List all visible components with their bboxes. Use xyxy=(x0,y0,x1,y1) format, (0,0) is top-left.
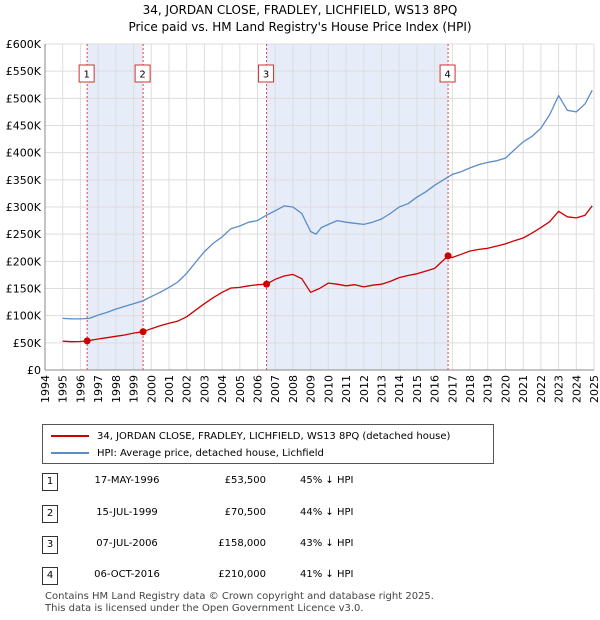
x-tick-label: 2015 xyxy=(411,375,424,403)
transaction-hpi-diff: 45% ↓ HPI xyxy=(300,475,354,486)
x-tick-label: 2006 xyxy=(252,375,265,403)
x-tick-label: 2012 xyxy=(358,375,371,403)
series-layer xyxy=(62,89,593,343)
transaction-label-box xyxy=(134,64,151,83)
y-tick-label: £200K xyxy=(6,255,42,268)
footer-copyright: Contains HM Land Registry data © Crown c… xyxy=(45,591,434,602)
legend-swatch-property xyxy=(51,435,89,437)
transaction-marker xyxy=(139,328,147,336)
x-tick-label: 2020 xyxy=(499,375,512,403)
transaction-lines: 1 2 3 4 xyxy=(78,44,456,370)
footer-licence: This data is licensed under the Open Gov… xyxy=(45,603,364,614)
x-tick-label: 2016 xyxy=(429,375,442,403)
table-row: 3 07-JUL-2006 £158,000 43% ↓ HPI xyxy=(0,536,600,556)
property-price-line xyxy=(62,205,593,343)
x-tick-label: 2003 xyxy=(198,375,211,403)
y-tick-label: £150K xyxy=(6,283,42,296)
table-row: 4 06-OCT-2016 £210,000 41% ↓ HPI xyxy=(0,567,600,587)
legend: 34, JORDAN CLOSE, FRADLEY, LICHFIELD, WS… xyxy=(42,424,494,464)
x-tick-label: 1999 xyxy=(128,375,141,403)
transaction-hpi-diff: 44% ↓ HPI xyxy=(300,507,354,518)
transaction-markers xyxy=(83,252,452,345)
axis-layer: £0 £50K £100K £150K £200K £250K £300K £350K £400… xyxy=(6,38,600,403)
transaction-label: 2 xyxy=(139,70,145,81)
y-tick-label: £0 xyxy=(27,364,41,377)
x-tick-label: 1997 xyxy=(92,375,105,403)
x-tick-label: 2009 xyxy=(305,375,318,403)
x-tick-label: 2018 xyxy=(464,375,477,403)
chart-subtitle: Price paid vs. HM Land Registry's House … xyxy=(128,20,472,34)
x-tick-label: 2004 xyxy=(216,375,229,403)
transaction-marker xyxy=(83,337,91,345)
legend-label-hpi: HPI: Average price, detached house, Lich… xyxy=(97,447,324,459)
legend-item-hpi: HPI: Average price, detached house, Lich… xyxy=(43,445,324,461)
transaction-label-box xyxy=(439,64,456,83)
transaction-label-box xyxy=(78,64,95,83)
transaction-hpi-diff: 41% ↓ HPI xyxy=(300,569,354,580)
transaction-label-box xyxy=(258,64,275,83)
y-tick-label: £400K xyxy=(6,147,42,160)
x-tick-label: 2022 xyxy=(535,375,548,403)
price-chart: 1 2 3 4 £0 £50K £100K £150K £200K £250K £300K £350… xyxy=(6,38,600,403)
y-tick-label: £550K xyxy=(6,65,42,78)
y-tick-label: £100K xyxy=(6,310,42,323)
y-tick-label: £500K xyxy=(6,92,42,105)
transaction-price: £53,500 xyxy=(224,475,266,486)
transaction-label: 1 xyxy=(83,70,89,81)
y-tick-label: £300K xyxy=(6,201,42,214)
transaction-marker xyxy=(263,280,271,288)
x-tick-label: 2001 xyxy=(163,375,176,403)
x-tick-label: 1996 xyxy=(74,375,87,403)
transaction-number: 4 xyxy=(42,567,58,585)
y-tick-label: £250K xyxy=(6,228,42,241)
x-tick-label: 2013 xyxy=(375,375,388,403)
transaction-label: 4 xyxy=(444,70,450,81)
legend-swatch-hpi xyxy=(51,452,89,454)
transaction-price: £70,500 xyxy=(224,507,266,518)
x-tick-label: 2008 xyxy=(287,375,300,403)
legend-label-property: 34, JORDAN CLOSE, FRADLEY, LICHFIELD, WS… xyxy=(97,430,451,442)
x-tick-label: 2010 xyxy=(322,375,335,403)
transaction-date: 15-JUL-1999 xyxy=(96,507,158,518)
x-tick-label: 2005 xyxy=(234,375,247,403)
x-tick-label: 1995 xyxy=(57,375,70,403)
x-tick-label: 2024 xyxy=(570,375,583,403)
x-tick-label: 2007 xyxy=(269,375,282,403)
transaction-hpi-diff: 43% ↓ HPI xyxy=(300,538,354,549)
table-row: 2 15-JUL-1999 £70,500 44% ↓ HPI xyxy=(0,505,600,525)
x-tick-label: 2019 xyxy=(482,375,495,403)
x-tick-label: 1998 xyxy=(110,375,123,403)
x-tick-label: 2002 xyxy=(181,375,194,403)
transaction-price: £210,000 xyxy=(218,569,266,580)
hpi-line xyxy=(62,89,593,320)
x-tick-label: 2014 xyxy=(393,375,406,403)
transaction-price: £158,000 xyxy=(218,538,266,549)
x-tick-label: 2021 xyxy=(517,375,530,403)
x-tick-label: 2025 xyxy=(588,375,600,403)
transaction-marker xyxy=(444,252,452,260)
transaction-label: 3 xyxy=(263,70,269,81)
y-tick-label: £450K xyxy=(6,120,42,133)
x-tick-label: 2011 xyxy=(340,375,353,403)
transaction-number: 1 xyxy=(42,473,58,491)
x-tick-label: 2017 xyxy=(446,375,459,403)
y-tick-label: £600K xyxy=(6,38,42,51)
transaction-date: 17-MAY-1996 xyxy=(94,475,160,486)
transaction-date: 07-JUL-2006 xyxy=(96,538,158,549)
table-row: 1 17-MAY-1996 £53,500 45% ↓ HPI xyxy=(0,473,600,493)
transaction-date: 06-OCT-2016 xyxy=(94,569,160,580)
x-tick-label: 2023 xyxy=(553,375,566,403)
legend-item-property: 34, JORDAN CLOSE, FRADLEY, LICHFIELD, WS… xyxy=(43,428,450,444)
transaction-number: 3 xyxy=(42,536,58,554)
transaction-number: 2 xyxy=(42,505,58,523)
y-tick-label: £350K xyxy=(6,174,42,187)
y-tick-label: £50K xyxy=(13,337,42,350)
x-tick-label: 2000 xyxy=(145,375,158,403)
chart-title: 34, JORDAN CLOSE, FRADLEY, LICHFIELD, WS… xyxy=(142,3,458,17)
x-tick-label: 1994 xyxy=(39,375,52,403)
